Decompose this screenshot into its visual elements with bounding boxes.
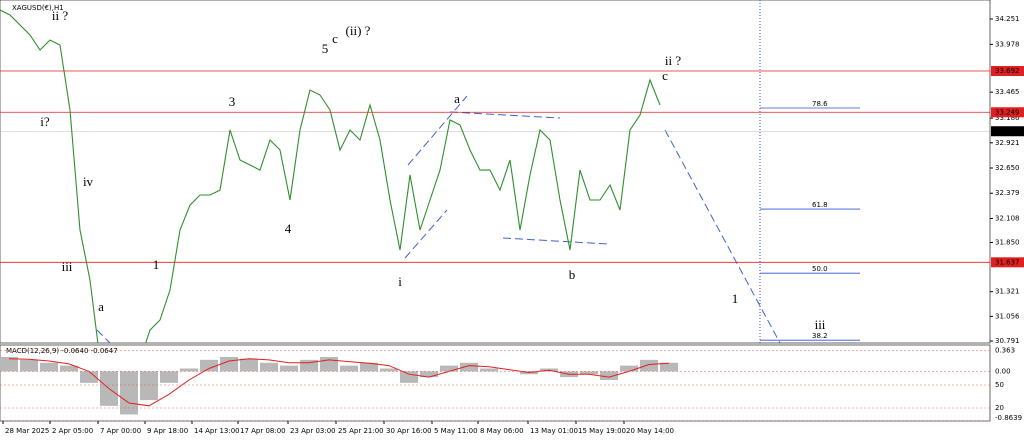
macd-pane: [0, 344, 991, 422]
fib-label: 61.8: [812, 201, 828, 209]
price-label: 33.045: [995, 127, 1020, 135]
wave-label: 4: [285, 221, 292, 236]
y-tick-label: 33.186: [995, 114, 1020, 122]
wave-label: ii ?: [52, 8, 68, 23]
y-tick-label: 33.978: [995, 40, 1020, 48]
y-tick-label: 31.056: [995, 312, 1020, 320]
x-tick-label: 25 Apr 21:00: [338, 427, 384, 435]
wave-label: i?: [40, 114, 50, 129]
macd-bar: [620, 365, 638, 372]
wave-label: iii: [62, 259, 73, 274]
macd-signal: [8, 358, 670, 407]
x-tick-label: 15 May 19:00: [578, 427, 626, 435]
macd-bar: [180, 368, 198, 372]
macd-series: [0, 357, 678, 415]
fib-label: 78.6: [812, 100, 828, 108]
macd-bar: [280, 365, 298, 372]
macd-side-label: 50: [995, 381, 1004, 389]
macd-bar: [440, 365, 458, 372]
wave-label: 3: [229, 94, 236, 109]
macd-bar: [220, 357, 238, 372]
wave-lines: [96, 95, 781, 344]
y-tick-label: 31.850: [995, 238, 1020, 246]
macd-title: MACD(12,26,9) -0.0640 -0.0647: [6, 347, 118, 355]
macd-bar: [660, 362, 678, 372]
level-tag: [991, 107, 1024, 118]
y-tick-label: 34.251: [995, 15, 1020, 23]
x-tick-label: 2 Apr 05:00: [52, 427, 93, 435]
y-tick-label: 32.379: [995, 189, 1020, 197]
macd-bar: [640, 359, 658, 372]
price-series: [0, 9, 661, 343]
x-tick-label: 7 Apr 00:00: [100, 427, 141, 435]
fib-label: 38.2: [812, 332, 828, 340]
wave-label: 1: [732, 291, 739, 306]
level-label: 31.637: [995, 258, 1020, 266]
wave-label: b: [569, 267, 576, 282]
level-label: 33.692: [995, 67, 1020, 75]
fib-label: 50.0: [812, 265, 828, 273]
macd-bar: [300, 359, 318, 372]
y-tick-label: 32.921: [995, 139, 1020, 147]
macd-bar: [360, 362, 378, 372]
macd-bar: [380, 368, 398, 372]
level-tag: [991, 257, 1024, 268]
x-tick-label: 5 May 11:00: [434, 427, 478, 435]
price-tag: [991, 126, 1024, 137]
macd-bar: [160, 371, 178, 383]
macd-bar: [260, 362, 278, 372]
macd-bar: [40, 362, 58, 372]
y-tick-label: 32.108: [995, 214, 1020, 222]
macd-bar: [60, 365, 78, 372]
macd-bar: [580, 371, 598, 375]
x-tick-label: 13 May 01:00: [530, 427, 578, 435]
macd-bar: [0, 357, 18, 372]
macd-bar: [340, 365, 358, 372]
wave-label: 5: [322, 41, 329, 56]
wave-label: iv: [83, 174, 94, 189]
y-tick-label: 33.465: [995, 88, 1020, 96]
symbol: XAGUSD(€),H1: [12, 4, 64, 12]
wave-label: c: [662, 68, 668, 83]
macd-bar: [400, 371, 418, 383]
x-tick-label: 30 Apr 16:00: [386, 427, 432, 435]
x-tick-label: 14 Apr 13:00: [194, 427, 240, 435]
y-tick-label: 31.321: [995, 288, 1020, 296]
wave-label: iii: [815, 317, 826, 332]
macd-bar: [600, 371, 618, 380]
macd-bar: [240, 358, 258, 372]
y-tick-label: 32.650: [995, 164, 1020, 172]
y-tick-label: 30.791: [995, 337, 1020, 345]
x-tick-label: 28 Mar 2025: [5, 427, 49, 435]
x-tick-label: 8 May 06:00: [480, 427, 524, 435]
macd-bar: [140, 371, 158, 401]
wave-label: c: [332, 31, 338, 46]
price-line-path: [0, 9, 661, 343]
wave-label: 1: [153, 257, 160, 272]
macd-bar: [420, 371, 438, 378]
wave-label: (ii) ?: [346, 23, 371, 38]
x-tick-label: 20 May 14:00: [626, 427, 674, 435]
level-tag: [991, 66, 1024, 77]
level-label: 33.249: [995, 108, 1020, 116]
macd-bar: [460, 362, 478, 372]
wave-label: i: [398, 274, 402, 289]
main-pane: [0, 0, 991, 344]
macd-tick-label: -0.8639: [995, 414, 1022, 422]
macd-tick-label: 0.363: [995, 347, 1015, 355]
wave-label: ii ?: [665, 53, 681, 68]
macd-bar: [480, 368, 498, 372]
wave-label: a: [454, 91, 460, 106]
macd-bar: [200, 359, 218, 372]
wave-label: a: [98, 299, 104, 314]
macd-side-label: 20: [995, 404, 1004, 412]
macd-bar: [20, 359, 38, 372]
x-tick-label: 23 Apr 03:00: [290, 427, 336, 435]
macd-tick-label: 0.00: [995, 367, 1011, 375]
x-tick-label: 17 Apr 08:00: [240, 427, 286, 435]
macd-bar: [80, 371, 98, 383]
x-tick-label: 9 Apr 18:00: [147, 427, 188, 435]
macd-bar: [320, 357, 338, 372]
